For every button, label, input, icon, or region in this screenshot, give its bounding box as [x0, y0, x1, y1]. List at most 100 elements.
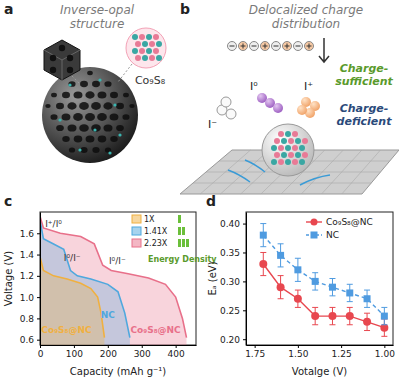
tick-label: 400	[168, 349, 185, 359]
pore	[69, 147, 75, 152]
chart-d: 1.751.501.251.000.200.250.300.350.40Vota…	[207, 212, 395, 377]
point	[294, 295, 302, 303]
cube-hole	[67, 67, 73, 73]
energy-icon	[178, 215, 181, 223]
atom	[295, 152, 301, 158]
error-cap	[347, 324, 353, 325]
tick-label: 1.0	[20, 293, 35, 303]
error-cap	[381, 336, 387, 337]
error-cap	[364, 307, 370, 308]
error-cap	[312, 290, 318, 291]
atom	[274, 138, 280, 144]
error-cap	[278, 243, 284, 244]
error-bar	[347, 284, 353, 301]
curve-label: Co₉S₈@NC	[130, 325, 181, 335]
tick: 1.0	[20, 293, 40, 303]
plot-area	[259, 224, 388, 337]
annotation: I⁰/I⁻	[109, 256, 126, 266]
pore	[68, 81, 75, 87]
error-cap	[329, 307, 335, 308]
cube-hole	[59, 45, 65, 51]
area	[40, 221, 130, 345]
error-bar	[329, 307, 335, 324]
pore	[116, 125, 124, 131]
legend-marker	[311, 232, 318, 239]
atom	[146, 34, 152, 40]
error-bar	[260, 224, 266, 247]
pore	[74, 91, 83, 98]
atom	[281, 152, 287, 158]
pore	[103, 124, 112, 131]
dot	[113, 103, 116, 106]
sphere	[42, 67, 138, 163]
panel-title: structure	[70, 17, 125, 31]
error-bar	[278, 276, 284, 299]
iodine-cation	[297, 105, 307, 115]
charge-label: Charge-	[340, 62, 389, 75]
atom	[139, 48, 145, 54]
tick: 1.50	[288, 345, 308, 359]
charge	[272, 42, 281, 51]
tick-mark	[37, 318, 40, 319]
charge-label: deficient	[337, 115, 393, 128]
atom	[285, 145, 291, 151]
pore	[62, 113, 71, 120]
tick: 0.25	[220, 306, 246, 316]
electron-path	[228, 170, 250, 182]
tick: 1.6	[20, 229, 40, 239]
atom	[153, 48, 159, 54]
point	[277, 252, 284, 259]
pore	[91, 102, 101, 110]
panel-title: Delocalized charge	[249, 3, 364, 17]
pore	[91, 124, 101, 132]
error-cap	[329, 278, 335, 279]
tick: 1.00	[375, 345, 395, 359]
tick-label: 0	[38, 349, 44, 359]
pore	[79, 124, 89, 132]
tick-mark	[243, 281, 246, 282]
axis-line	[246, 213, 247, 346]
axis-line	[41, 345, 197, 346]
legend-label: 1X	[144, 215, 155, 224]
error-cap	[364, 313, 370, 314]
tick-label: 0.35	[220, 248, 240, 258]
dot	[98, 78, 101, 81]
pore	[116, 103, 124, 109]
error-cap	[381, 324, 387, 325]
atom	[299, 159, 305, 165]
tick-mark	[108, 345, 109, 348]
axis-title: Voltage (V)	[3, 251, 14, 306]
tick: 400	[168, 345, 185, 359]
dot	[78, 148, 81, 151]
atom	[299, 145, 305, 151]
tick-mark	[37, 233, 40, 234]
tick: 1.4	[20, 250, 40, 260]
pore	[67, 124, 76, 131]
iodine	[273, 103, 283, 113]
pore	[98, 91, 107, 98]
error-bar	[364, 313, 370, 330]
tick-mark	[37, 276, 40, 277]
tick-mark	[74, 345, 75, 348]
pore	[122, 114, 129, 120]
tick-mark	[37, 255, 40, 256]
dot	[108, 151, 111, 154]
energy-icon	[178, 239, 181, 247]
pore	[56, 125, 64, 131]
panel-title: distribution	[272, 17, 340, 31]
legend-label: Co₉S₈@NC	[326, 217, 373, 227]
cube-edge	[44, 50, 80, 80]
cube	[44, 40, 80, 80]
pore	[85, 113, 95, 121]
dot	[93, 128, 96, 131]
cube-hole	[67, 55, 73, 61]
panel-a: Inverse-opalstructureCo₉S₈	[42, 3, 166, 163]
pore	[62, 136, 70, 142]
charge	[239, 42, 248, 51]
charge-sign	[309, 44, 310, 49]
pore	[87, 71, 93, 75]
point	[260, 232, 267, 239]
area	[40, 257, 104, 345]
pore	[110, 136, 118, 142]
charge-sign	[252, 46, 257, 47]
